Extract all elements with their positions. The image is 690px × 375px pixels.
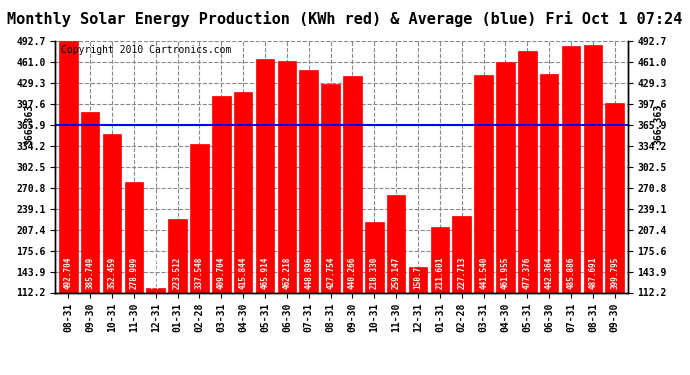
Bar bbox=[474, 75, 493, 292]
Text: Monthly Solar Energy Production (KWh red) & Average (blue) Fri Oct 1 07:24: Monthly Solar Energy Production (KWh red… bbox=[8, 11, 682, 27]
Text: 227.713: 227.713 bbox=[457, 257, 466, 289]
Bar bbox=[168, 219, 187, 292]
Bar bbox=[387, 195, 406, 292]
Bar bbox=[562, 46, 580, 292]
Text: 441.540: 441.540 bbox=[479, 257, 488, 289]
Text: 218.330: 218.330 bbox=[370, 257, 379, 289]
Text: 352.459: 352.459 bbox=[108, 257, 117, 289]
Bar bbox=[234, 92, 253, 292]
Text: 440.266: 440.266 bbox=[348, 257, 357, 289]
Text: 409.704: 409.704 bbox=[217, 257, 226, 289]
Text: 487.691: 487.691 bbox=[589, 257, 598, 289]
Text: 442.364: 442.364 bbox=[544, 257, 553, 289]
Bar bbox=[256, 59, 275, 292]
Text: 492.704: 492.704 bbox=[63, 257, 73, 289]
Bar bbox=[496, 62, 515, 292]
Bar bbox=[59, 41, 77, 292]
Bar bbox=[125, 182, 144, 292]
Bar bbox=[453, 216, 471, 292]
Bar bbox=[606, 103, 624, 292]
Bar bbox=[540, 75, 558, 292]
Text: 448.896: 448.896 bbox=[304, 257, 313, 289]
Text: 223.512: 223.512 bbox=[173, 257, 182, 289]
Bar bbox=[277, 62, 296, 292]
Text: 427.754: 427.754 bbox=[326, 257, 335, 289]
Bar bbox=[365, 222, 384, 292]
Bar bbox=[190, 144, 209, 292]
Text: 211.601: 211.601 bbox=[435, 257, 444, 289]
Text: 259.147: 259.147 bbox=[392, 257, 401, 289]
Text: Copyright 2010 Cartronics.com: Copyright 2010 Cartronics.com bbox=[61, 45, 231, 55]
Bar bbox=[584, 45, 602, 292]
Text: 366.363: 366.363 bbox=[653, 104, 664, 145]
Text: 465.914: 465.914 bbox=[261, 257, 270, 289]
Text: 461.955: 461.955 bbox=[501, 257, 510, 289]
Text: 415.844: 415.844 bbox=[239, 257, 248, 289]
Text: 150.771: 150.771 bbox=[413, 257, 422, 289]
Text: 366.363: 366.363 bbox=[24, 104, 34, 145]
Bar bbox=[518, 51, 537, 292]
Text: 278.999: 278.999 bbox=[130, 257, 139, 289]
Text: 337.548: 337.548 bbox=[195, 257, 204, 289]
Text: 477.376: 477.376 bbox=[523, 257, 532, 289]
Bar bbox=[212, 96, 230, 292]
Bar bbox=[299, 70, 318, 292]
Bar bbox=[103, 134, 121, 292]
Text: 485.886: 485.886 bbox=[566, 257, 575, 289]
Bar bbox=[81, 112, 99, 292]
Bar bbox=[431, 227, 449, 292]
Text: 462.218: 462.218 bbox=[282, 257, 291, 289]
Text: 399.795: 399.795 bbox=[610, 257, 620, 289]
Bar bbox=[408, 267, 427, 292]
Bar bbox=[146, 288, 165, 292]
Bar bbox=[343, 76, 362, 292]
Text: 119.696: 119.696 bbox=[151, 257, 160, 289]
Text: 385.749: 385.749 bbox=[86, 257, 95, 289]
Bar bbox=[322, 84, 340, 292]
